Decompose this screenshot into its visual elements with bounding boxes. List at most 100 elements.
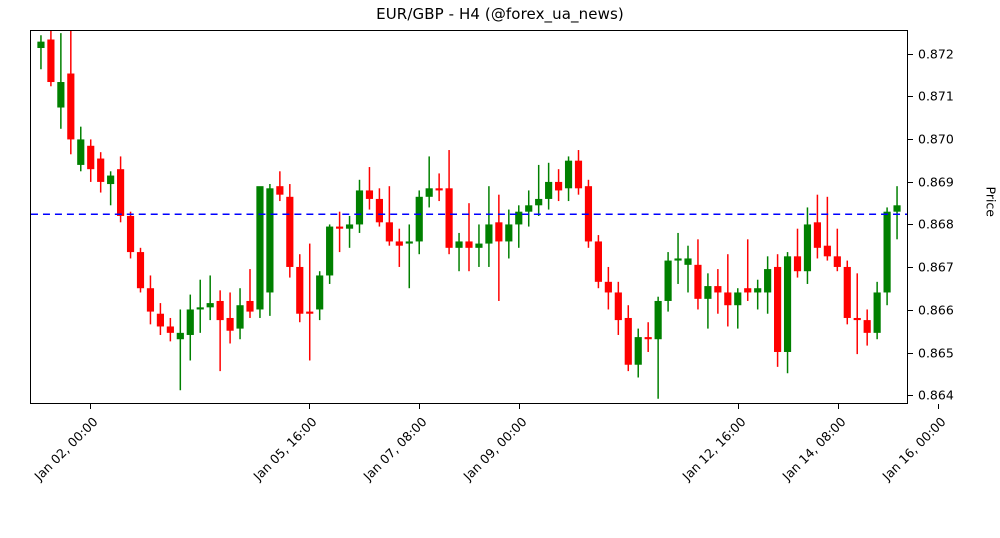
x-tick [419,404,421,409]
plot-area[interactable] [30,30,908,404]
candle-body[interactable] [764,269,772,293]
candle-body[interactable] [276,186,284,195]
candle-body[interactable] [545,181,553,199]
candle-body[interactable] [704,286,712,299]
candle-body[interactable] [107,175,115,185]
candle-body[interactable] [296,266,304,314]
candle-body[interactable] [883,211,891,293]
candle-body[interactable] [405,241,413,244]
y-tick [908,352,913,354]
candle-body[interactable] [286,196,294,267]
candle-body[interactable] [634,337,642,365]
candle-body[interactable] [236,305,244,329]
x-tick-label: Jan 14, 08:00 [779,414,849,484]
candle-body[interactable] [624,317,632,365]
candle-body[interactable] [67,73,75,140]
candle-body[interactable] [117,169,125,216]
y-tick [908,138,913,140]
candle-body[interactable] [365,190,374,199]
y-tick-label: 0.869 [918,174,954,190]
candle-body[interactable] [375,198,383,223]
candle-body[interactable] [714,286,722,293]
candle-body[interactable] [734,292,742,306]
candle-body[interactable] [823,245,831,257]
candle-body[interactable] [425,188,433,197]
candle-body[interactable] [196,307,204,310]
y-tick [908,96,913,98]
candle-body[interactable] [604,281,612,293]
candle-body[interactable] [306,311,314,314]
candle-body[interactable] [166,326,174,333]
candle-body[interactable] [813,222,821,248]
candle-body[interactable] [146,288,155,312]
candle-body[interactable] [654,300,662,340]
candle-body[interactable] [674,258,682,261]
candle-body[interactable] [226,317,234,331]
candle-body[interactable] [664,260,672,301]
candle-body[interactable] [564,160,573,189]
candle-body[interactable] [395,241,403,246]
candle-body[interactable] [863,320,871,333]
candle-body[interactable] [415,196,423,242]
candle-body[interactable] [505,224,513,242]
candle-body[interactable] [216,300,224,321]
candle-body[interactable] [873,292,881,333]
candle-body[interactable] [465,241,473,248]
candle-body[interactable] [77,139,85,165]
candle-body[interactable] [186,309,194,335]
candle-body[interactable] [574,160,583,189]
candle-body[interactable] [893,205,901,212]
candle-body[interactable] [744,288,752,293]
candle-body[interactable] [97,158,105,182]
candle-body[interactable] [644,337,652,340]
candle-body[interactable] [555,181,563,191]
candlestick-canvas [31,31,907,399]
candle-body[interactable] [246,300,254,312]
candle-body[interactable] [176,332,184,340]
x-tick [738,404,740,409]
candle-body[interactable] [833,256,841,267]
y-tick-label: 0.871 [918,88,954,104]
candle-body[interactable] [614,292,622,321]
candle-body[interactable] [256,186,264,310]
candle-body[interactable] [684,258,692,265]
candle-body[interactable] [475,243,483,248]
candle-body[interactable] [694,264,702,299]
x-tick [89,404,91,409]
candle-body[interactable] [525,205,533,212]
x-tick-label: Jan 07, 08:00 [360,414,430,484]
candle-body[interactable] [47,39,55,83]
candle-body[interactable] [326,226,334,276]
candle-body[interactable] [57,82,65,108]
candle-body[interactable] [37,41,45,49]
y-tick [908,181,913,183]
candle-body[interactable] [316,275,324,310]
candle-body[interactable] [793,256,802,272]
candle-body[interactable] [803,224,812,272]
candle-body[interactable] [594,241,602,282]
candle-body[interactable] [266,188,274,293]
candle-body[interactable] [853,317,861,321]
candle-body[interactable] [385,222,393,242]
candle-body[interactable] [445,188,453,248]
y-tick-label: 0.872 [918,46,954,61]
candle-body[interactable] [126,215,135,253]
candle-body[interactable] [754,288,762,293]
candle-body[interactable] [535,198,543,206]
candle-body[interactable] [136,252,145,289]
candle-body[interactable] [495,222,503,242]
candle-body[interactable] [336,226,344,229]
candle-body[interactable] [515,211,523,225]
candle-body[interactable] [345,224,354,229]
candle-body[interactable] [774,266,782,352]
candle-body[interactable] [435,188,443,191]
candle-body[interactable] [783,256,792,352]
candle-body[interactable] [355,190,364,225]
candle-body[interactable] [206,303,214,308]
candle-body[interactable] [455,241,463,248]
candle-body[interactable] [843,266,851,318]
candle-body[interactable] [724,292,732,306]
candle-body[interactable] [485,224,493,244]
candle-body[interactable] [156,313,164,327]
candle-body[interactable] [87,145,95,170]
